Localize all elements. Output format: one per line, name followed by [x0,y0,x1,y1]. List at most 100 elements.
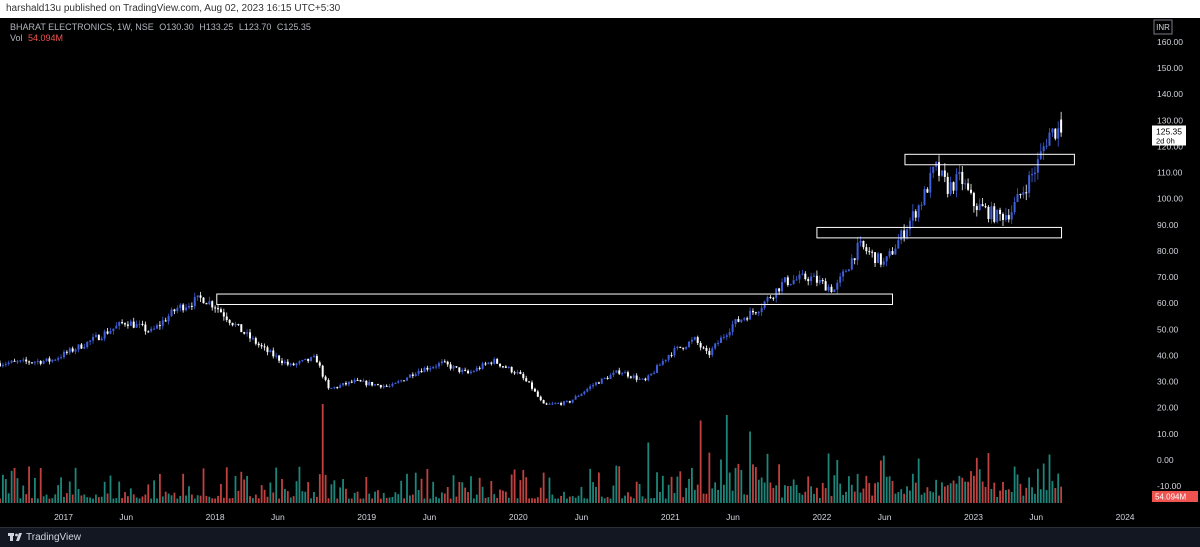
volume-bar [324,474,327,503]
candle-body [594,382,597,385]
candle-body [307,358,310,362]
candle-body [673,348,676,356]
candle-body [440,361,443,364]
volume-bar [903,493,906,503]
candle-body [362,380,365,382]
candle-body [586,388,589,392]
volume-bar [443,493,446,503]
candle-body [487,362,490,364]
candle-body [182,304,185,311]
candle-body [542,400,545,404]
volume-bar [260,485,263,503]
volume-bar [769,482,772,503]
volume-bar [667,484,670,503]
volume-bar [25,494,28,503]
volume-bar [1028,477,1031,503]
volume-bar [679,471,682,503]
volume-bar [720,459,722,503]
candle-body [196,295,199,298]
candle-body [568,401,571,403]
candle-body [827,286,830,291]
volume-bar [164,491,167,503]
volume-bar [676,476,679,503]
candle-body [272,350,275,357]
candle-body [836,282,839,290]
volume-bar [86,497,89,503]
candle-body [234,324,237,326]
volume-bar [850,484,853,503]
candle-body [1016,194,1019,203]
candle-body [155,325,158,329]
volume-bar [284,488,286,503]
volume-bar [228,498,231,503]
candle-body [310,357,313,362]
candle-body [644,378,647,381]
volume-bar [673,492,676,503]
candle-body [74,349,77,352]
candle-body [1042,146,1045,152]
volume-bar [760,477,763,503]
candle-body [871,251,874,253]
candle-body [435,366,438,368]
volume-bar [882,455,885,503]
volume-bar [699,420,702,503]
candle-body [417,370,420,375]
candle-body [243,332,246,334]
candle-body [124,323,127,325]
x-tick-label: Jun [271,512,285,522]
candle-body [280,360,283,364]
candle-body [717,342,720,344]
volume-bar [196,495,199,503]
candle-body [786,277,789,286]
volume-bar [1010,491,1013,503]
y-tick-label: 30.00 [1157,377,1179,387]
volume-bar [1054,488,1057,503]
volume-bar [452,475,455,503]
candle-body [496,359,499,364]
candle-body [126,324,129,326]
candle-body [112,328,115,332]
candle-body [324,376,327,380]
candle-body [16,361,19,363]
candle-body [667,355,670,360]
x-tick-label: 2021 [661,512,680,522]
volume-bar [993,482,996,503]
candle-body [45,358,48,361]
candle-body [551,403,554,405]
volume-bar [551,494,554,503]
volume-bar [775,485,778,503]
volume-bar [350,498,353,503]
candle-body [1019,194,1022,196]
candle-body [118,322,121,326]
candle-body [257,343,260,346]
price-chart[interactable]: INR 160.00 150.00 140.00 130.00 120.00 110.00 1… [0,18,1200,527]
y-tick-label: 150.00 [1157,63,1183,73]
volume-bar [609,498,612,503]
candle-body [769,297,772,299]
chart-canvas[interactable]: INR 160.00 150.00 140.00 130.00 120.00 110.00 1… [0,18,1200,527]
candle-body [583,391,586,394]
candle-body [92,336,95,341]
volume-bar [385,497,388,503]
volume-bar [975,457,978,503]
volume-bar [571,496,574,503]
candle-body [315,355,318,363]
candle-body [728,332,731,336]
volume-bar [941,482,943,503]
y-tick-label: 60.00 [1157,298,1179,308]
annotation-zone [904,153,1075,166]
volume-bar [725,415,728,503]
candle-body [975,206,978,211]
volume-bar [754,467,757,503]
candle-body [312,355,315,358]
volume-bar [4,479,7,503]
volume-bar [231,498,234,503]
candle-body [554,403,557,405]
candle-body [193,297,196,307]
candle-body [972,192,975,207]
publish-info-text: harshald13u published on TradingView.com… [6,3,341,14]
volume-value: 54.094M [28,33,64,43]
candle-body [757,312,760,314]
volume-bar [406,473,408,503]
candle-body [214,307,217,309]
